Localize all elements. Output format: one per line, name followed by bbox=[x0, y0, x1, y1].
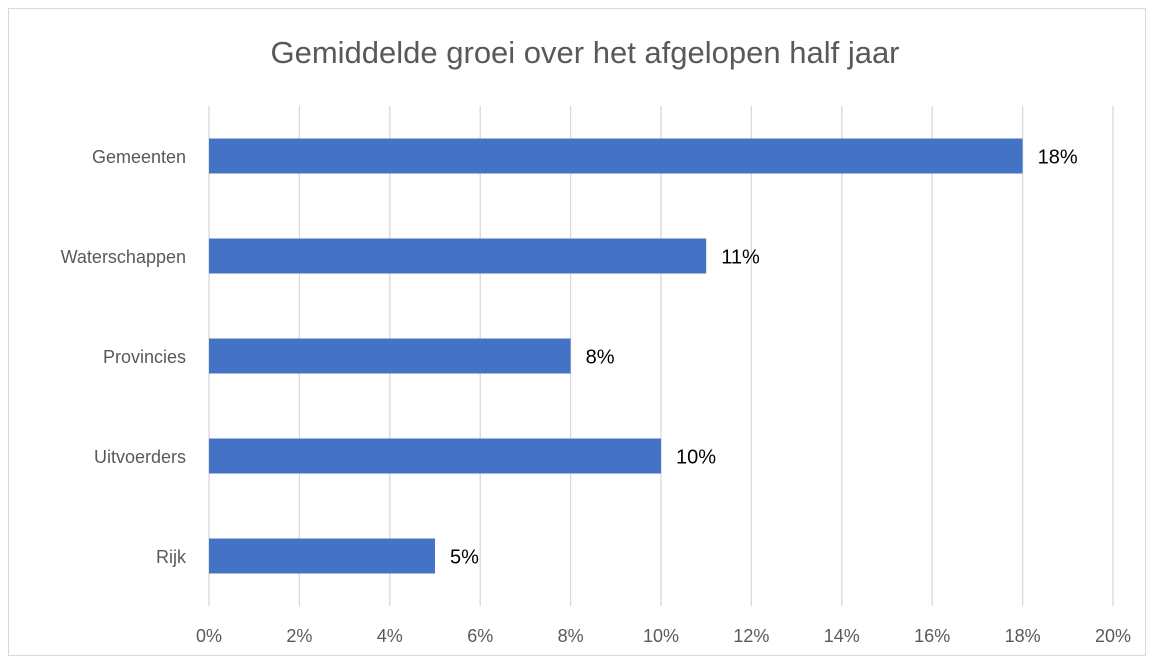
x-tick-label: 20% bbox=[1095, 626, 1131, 646]
value-label: 18% bbox=[1038, 146, 1078, 168]
y-tick-label: Uitvoerders bbox=[94, 447, 186, 467]
value-label: 8% bbox=[586, 346, 615, 368]
x-tick-label: 2% bbox=[286, 626, 312, 646]
x-tick-label: 6% bbox=[467, 626, 493, 646]
x-tick-label: 8% bbox=[558, 626, 584, 646]
chart-title: Gemiddelde groei over het afgelopen half… bbox=[270, 35, 899, 70]
y-tick-label: Provincies bbox=[103, 347, 186, 367]
y-tick-label: Gemeenten bbox=[92, 147, 186, 167]
x-tick-label: 12% bbox=[733, 626, 769, 646]
bar bbox=[209, 338, 571, 374]
x-tick-label: 4% bbox=[377, 626, 403, 646]
value-label: 5% bbox=[450, 546, 479, 568]
x-tick-label: 14% bbox=[824, 626, 860, 646]
value-label: 11% bbox=[721, 246, 760, 268]
x-tick-label: 0% bbox=[196, 626, 222, 646]
x-tick-label: 16% bbox=[914, 626, 950, 646]
bar bbox=[209, 538, 435, 574]
bar bbox=[209, 238, 707, 274]
bar bbox=[209, 438, 661, 474]
y-tick-label: Waterschappen bbox=[61, 247, 186, 267]
x-tick-label: 10% bbox=[643, 626, 679, 646]
value-label: 10% bbox=[676, 446, 716, 468]
x-tick-label: 18% bbox=[1005, 626, 1041, 646]
chart-border bbox=[8, 8, 1146, 656]
y-tick-label: Rijk bbox=[156, 547, 187, 567]
bar bbox=[209, 138, 1023, 174]
